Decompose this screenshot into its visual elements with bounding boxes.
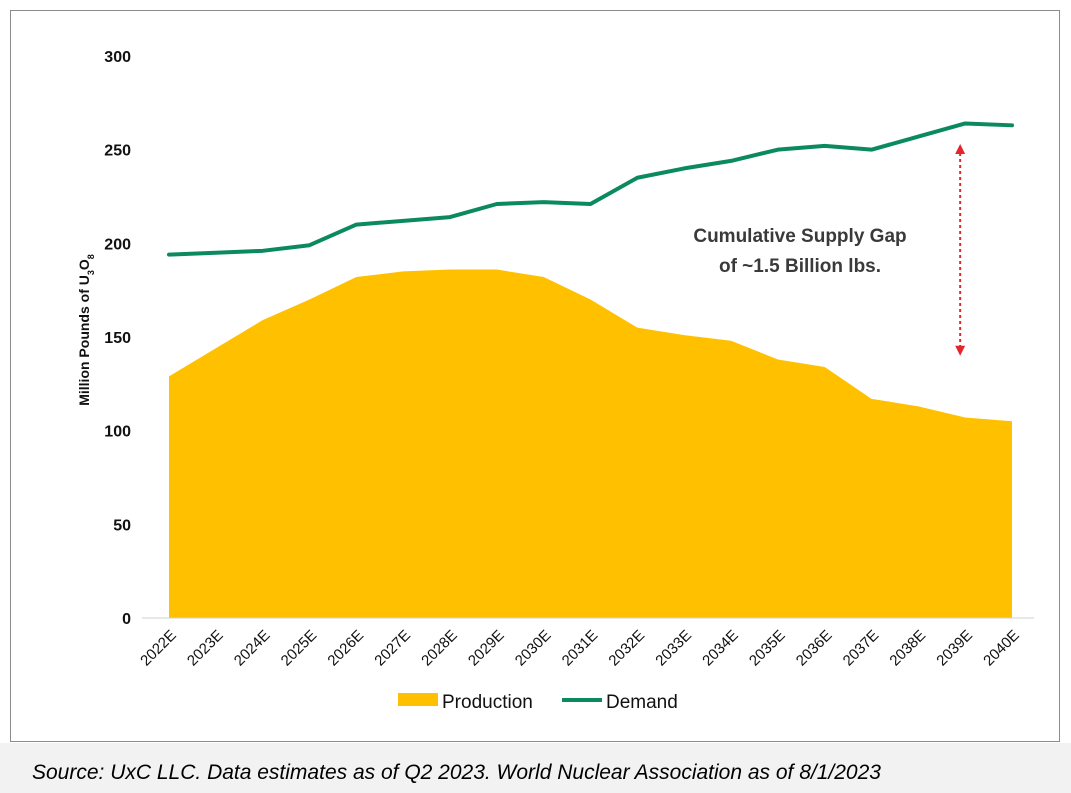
- x-tick-label: 2022E: [137, 627, 180, 670]
- x-tick-label: 2034E: [699, 627, 742, 670]
- x-tick-label: 2040E: [980, 627, 1023, 670]
- x-tick-label: 2031E: [559, 627, 602, 670]
- legend-production-label: Production: [442, 692, 533, 713]
- x-tick-label: 2037E: [840, 627, 883, 670]
- x-tick-label: 2027E: [371, 627, 414, 670]
- legend-demand-label: Demand: [606, 692, 678, 713]
- x-tick-label: 2024E: [231, 627, 274, 670]
- supply-gap-annotation: Cumulative Supply Gap of ~1.5 Billion lb…: [693, 144, 966, 356]
- x-tick-label: 2039E: [933, 627, 976, 670]
- x-tick-label: 2029E: [465, 627, 508, 670]
- x-tick-label: 2036E: [793, 627, 836, 670]
- annotation-line-1: Cumulative Supply Gap: [693, 226, 906, 247]
- x-tick-label: 2025E: [278, 627, 321, 670]
- legend-production-swatch: [398, 693, 438, 706]
- plot-area: [142, 121, 1034, 619]
- y-axis-title: Million Pounds of U3O8: [76, 254, 96, 406]
- source-text: Source: UxC LLC. Data estimates as of Q2…: [32, 761, 881, 784]
- y-tick-label: 150: [104, 330, 131, 347]
- gap-arrow-head-up: [955, 144, 966, 155]
- y-axis-ticks: 0 50 100 150 200 250 300: [104, 49, 131, 628]
- x-tick-label: 2032E: [605, 627, 648, 670]
- y-tick-label: 0: [122, 611, 131, 628]
- y-tick-label: 200: [104, 236, 131, 253]
- x-tick-label: 2023E: [184, 627, 227, 670]
- x-tick-label: 2028E: [418, 627, 461, 670]
- x-tick-label: 2026E: [324, 627, 367, 670]
- y-tick-label: 100: [104, 424, 131, 441]
- x-tick-label: 2038E: [886, 627, 929, 670]
- y-tick-label: 300: [104, 49, 131, 66]
- x-axis-ticks: 2022E 2023E 2024E 2025E 2026E 2027E 2028E 2029E…: [137, 627, 1023, 670]
- annotation-line-2: of ~1.5 Billion lbs.: [719, 256, 881, 277]
- chart-legend: Production Demand: [398, 692, 678, 713]
- x-tick-label: 2035E: [746, 627, 789, 670]
- source-footer: Source: UxC LLC. Data estimates as of Q2…: [0, 743, 1071, 793]
- gap-arrow-head-down: [955, 345, 966, 356]
- demand-line: [167, 121, 1014, 257]
- y-tick-label: 250: [104, 143, 131, 160]
- y-tick-label: 50: [113, 517, 131, 534]
- x-tick-label: 2030E: [512, 627, 555, 670]
- production-area: [169, 269, 1012, 618]
- x-tick-label: 2033E: [652, 627, 695, 670]
